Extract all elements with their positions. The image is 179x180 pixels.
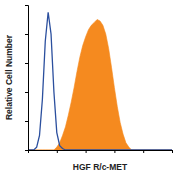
plot: [25, 6, 173, 154]
x-tick-mark: [172, 150, 173, 153]
y-tick: [25, 34, 28, 35]
area-series: [28, 20, 172, 151]
marks: [28, 12, 172, 150]
y-axis: [25, 6, 29, 151]
y-tick: [25, 121, 28, 122]
y-tick-mark: [25, 92, 28, 93]
line-series: [28, 12, 172, 150]
chart: HGF R/c-MET Relative Cell Number: [0, 0, 179, 180]
x-tick-mark: [143, 150, 144, 153]
y-tick-mark: [25, 121, 28, 122]
y-tick-mark: [25, 150, 28, 151]
x-axis: [29, 150, 173, 153]
y-tick-mark: [25, 63, 28, 64]
y-tick: [25, 92, 28, 93]
y-tick: [25, 5, 28, 6]
y-axis-line: [25, 6, 29, 151]
x-tick: [86, 150, 87, 153]
x-tick-mark: [86, 150, 87, 153]
y-tick: [25, 150, 28, 151]
y-tick-mark: [25, 5, 28, 6]
y-tick: [25, 63, 28, 64]
x-tick: [172, 150, 173, 153]
y-axis-title: Relative Cell Number: [4, 34, 14, 120]
x-tick: [114, 150, 115, 153]
x-tick: [143, 150, 144, 153]
y-tick-mark: [25, 34, 28, 35]
x-tick: [57, 150, 58, 153]
x-tick-mark: [114, 150, 115, 153]
x-axis-title: HGF R/c-MET: [73, 162, 128, 172]
x-tick-mark: [57, 150, 58, 153]
x-axis-line: [29, 151, 173, 154]
